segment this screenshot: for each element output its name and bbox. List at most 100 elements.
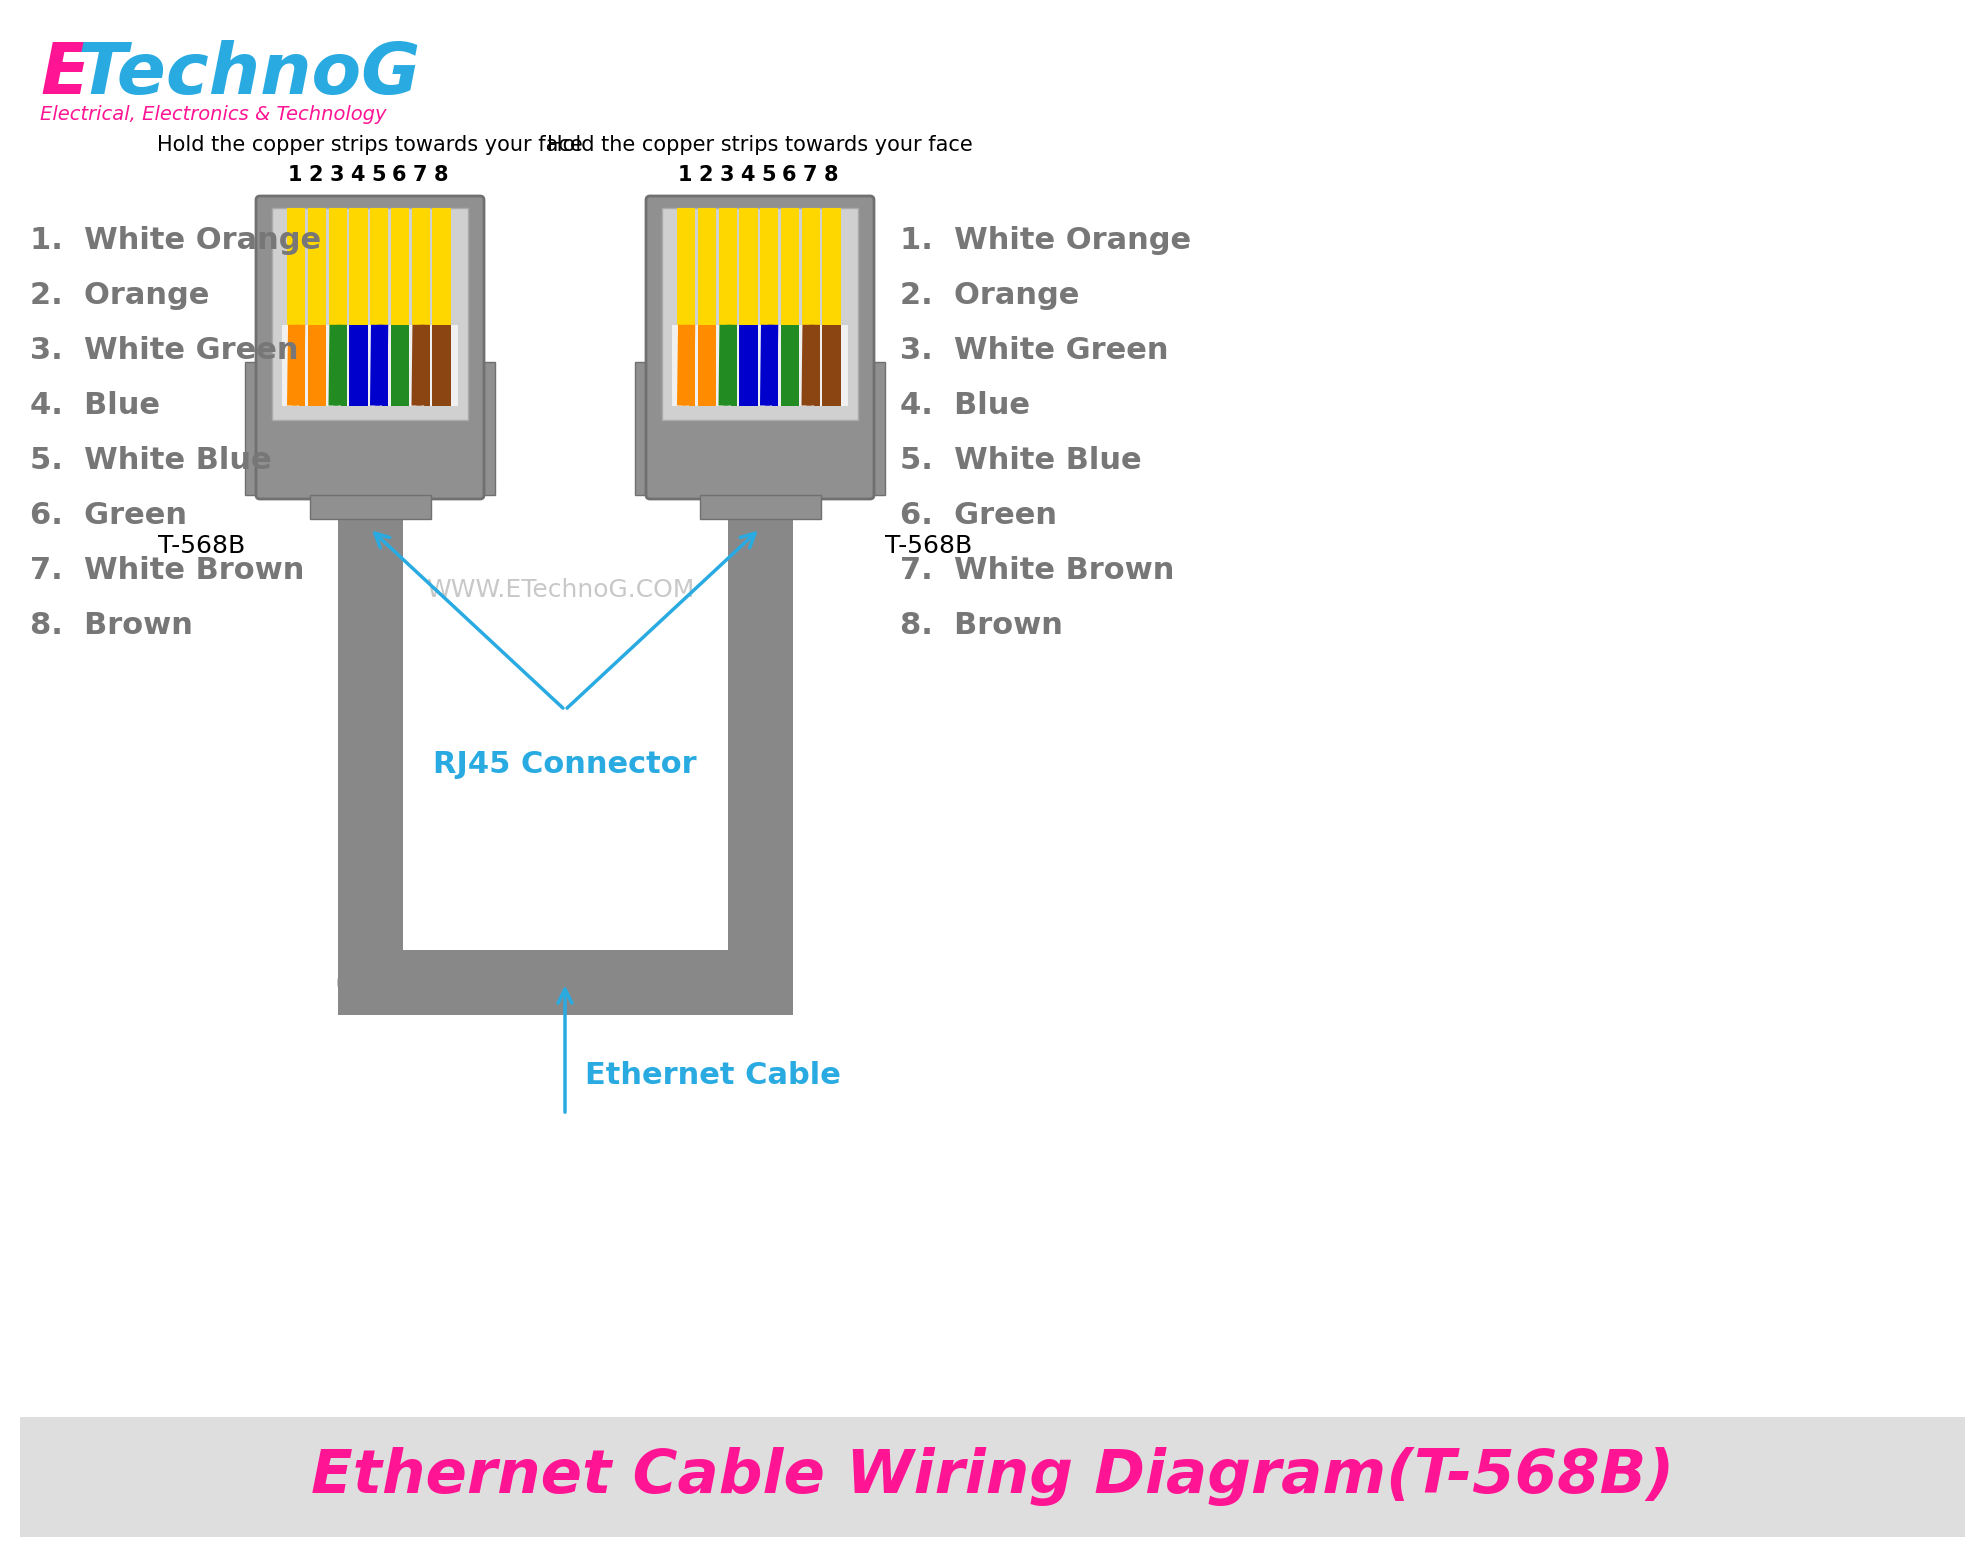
Text: 7: 7 <box>802 165 818 185</box>
Text: 1: 1 <box>288 165 302 185</box>
Text: 7: 7 <box>413 165 427 185</box>
Polygon shape <box>341 325 347 405</box>
Bar <box>677 325 695 405</box>
Text: 4: 4 <box>740 165 754 185</box>
Bar <box>719 325 736 405</box>
Polygon shape <box>292 325 306 405</box>
Text: Hold the copper strips towards your face: Hold the copper strips towards your face <box>157 135 584 156</box>
Bar <box>308 325 326 405</box>
Text: 3.  White Green: 3. White Green <box>899 335 1169 364</box>
Text: 2: 2 <box>699 165 713 185</box>
Text: Ethernet Cable: Ethernet Cable <box>586 1060 842 1090</box>
Text: 7.  White Brown: 7. White Brown <box>899 556 1175 584</box>
Bar <box>738 209 758 325</box>
Text: 8: 8 <box>433 165 449 185</box>
Bar <box>822 325 840 405</box>
Text: 4.  Blue: 4. Blue <box>30 391 161 419</box>
Bar <box>244 363 260 495</box>
Bar <box>328 325 347 405</box>
Text: 1.  White Orange: 1. White Orange <box>899 226 1191 254</box>
Bar <box>727 518 792 950</box>
Bar <box>673 325 848 405</box>
Polygon shape <box>683 325 695 405</box>
Text: 6.  Green: 6. Green <box>30 500 187 529</box>
Text: 7.  White Brown: 7. White Brown <box>30 556 304 584</box>
Polygon shape <box>423 325 431 405</box>
Polygon shape <box>719 325 732 405</box>
Polygon shape <box>806 325 820 405</box>
Text: 3: 3 <box>330 165 343 185</box>
Bar <box>369 209 389 325</box>
Polygon shape <box>764 325 778 405</box>
Circle shape <box>727 950 792 1015</box>
Polygon shape <box>802 325 814 405</box>
Polygon shape <box>383 325 389 405</box>
Bar <box>802 209 820 325</box>
Polygon shape <box>369 325 383 405</box>
Text: 6: 6 <box>391 165 407 185</box>
Bar <box>328 209 347 325</box>
Polygon shape <box>288 325 300 405</box>
Bar <box>677 209 695 325</box>
Polygon shape <box>772 325 778 405</box>
Bar <box>869 363 885 495</box>
Text: TechnoG: TechnoG <box>77 40 421 109</box>
Text: 2.  Orange: 2. Orange <box>899 280 1080 310</box>
Bar <box>760 325 778 405</box>
Bar <box>663 209 858 420</box>
Circle shape <box>337 950 403 1015</box>
Bar <box>780 209 800 325</box>
Bar <box>20 1417 1965 1537</box>
Text: 5.  White Blue: 5. White Blue <box>30 445 272 475</box>
Bar <box>349 325 367 405</box>
Text: 4.  Blue: 4. Blue <box>899 391 1030 419</box>
Polygon shape <box>333 325 347 405</box>
Text: 3.  White Green: 3. White Green <box>30 335 298 364</box>
Polygon shape <box>760 325 774 405</box>
Polygon shape <box>723 325 736 405</box>
Polygon shape <box>730 325 736 405</box>
Bar <box>738 325 758 405</box>
Polygon shape <box>300 325 306 405</box>
Text: Electrical, Electronics & Technology: Electrical, Electronics & Technology <box>40 104 387 125</box>
Bar <box>391 209 409 325</box>
Text: 5.  White Blue: 5. White Blue <box>899 445 1141 475</box>
Text: 4: 4 <box>349 165 365 185</box>
Text: WWW.ETechnoG.COM: WWW.ETechnoG.COM <box>427 578 695 603</box>
Bar <box>391 325 409 405</box>
Bar <box>369 325 389 405</box>
Bar <box>433 325 451 405</box>
Polygon shape <box>411 325 425 405</box>
Text: E: E <box>40 40 89 109</box>
Bar <box>699 495 820 518</box>
Text: 3: 3 <box>719 165 734 185</box>
Bar <box>411 325 431 405</box>
Bar <box>802 325 820 405</box>
Bar <box>288 325 306 405</box>
Bar <box>780 325 800 405</box>
Text: 1: 1 <box>679 165 693 185</box>
Polygon shape <box>677 325 691 405</box>
Bar <box>282 325 459 405</box>
Polygon shape <box>375 325 389 405</box>
Text: 8.  Brown: 8. Brown <box>30 610 193 640</box>
Bar <box>699 325 717 405</box>
Text: 2: 2 <box>310 165 324 185</box>
Bar <box>433 209 451 325</box>
Polygon shape <box>417 325 431 405</box>
Polygon shape <box>328 325 341 405</box>
Text: 5: 5 <box>760 165 776 185</box>
Bar <box>337 950 792 1015</box>
FancyBboxPatch shape <box>645 196 873 498</box>
Text: T-568B: T-568B <box>157 534 244 557</box>
Text: 6: 6 <box>782 165 796 185</box>
Text: RJ45 Connector: RJ45 Connector <box>433 750 697 778</box>
Bar <box>822 209 840 325</box>
Text: 8.  Brown: 8. Brown <box>899 610 1062 640</box>
Polygon shape <box>689 325 695 405</box>
Text: 6.  Green: 6. Green <box>899 500 1056 529</box>
Bar <box>272 209 468 420</box>
Bar <box>760 209 778 325</box>
Bar <box>411 209 431 325</box>
Bar <box>635 363 649 495</box>
